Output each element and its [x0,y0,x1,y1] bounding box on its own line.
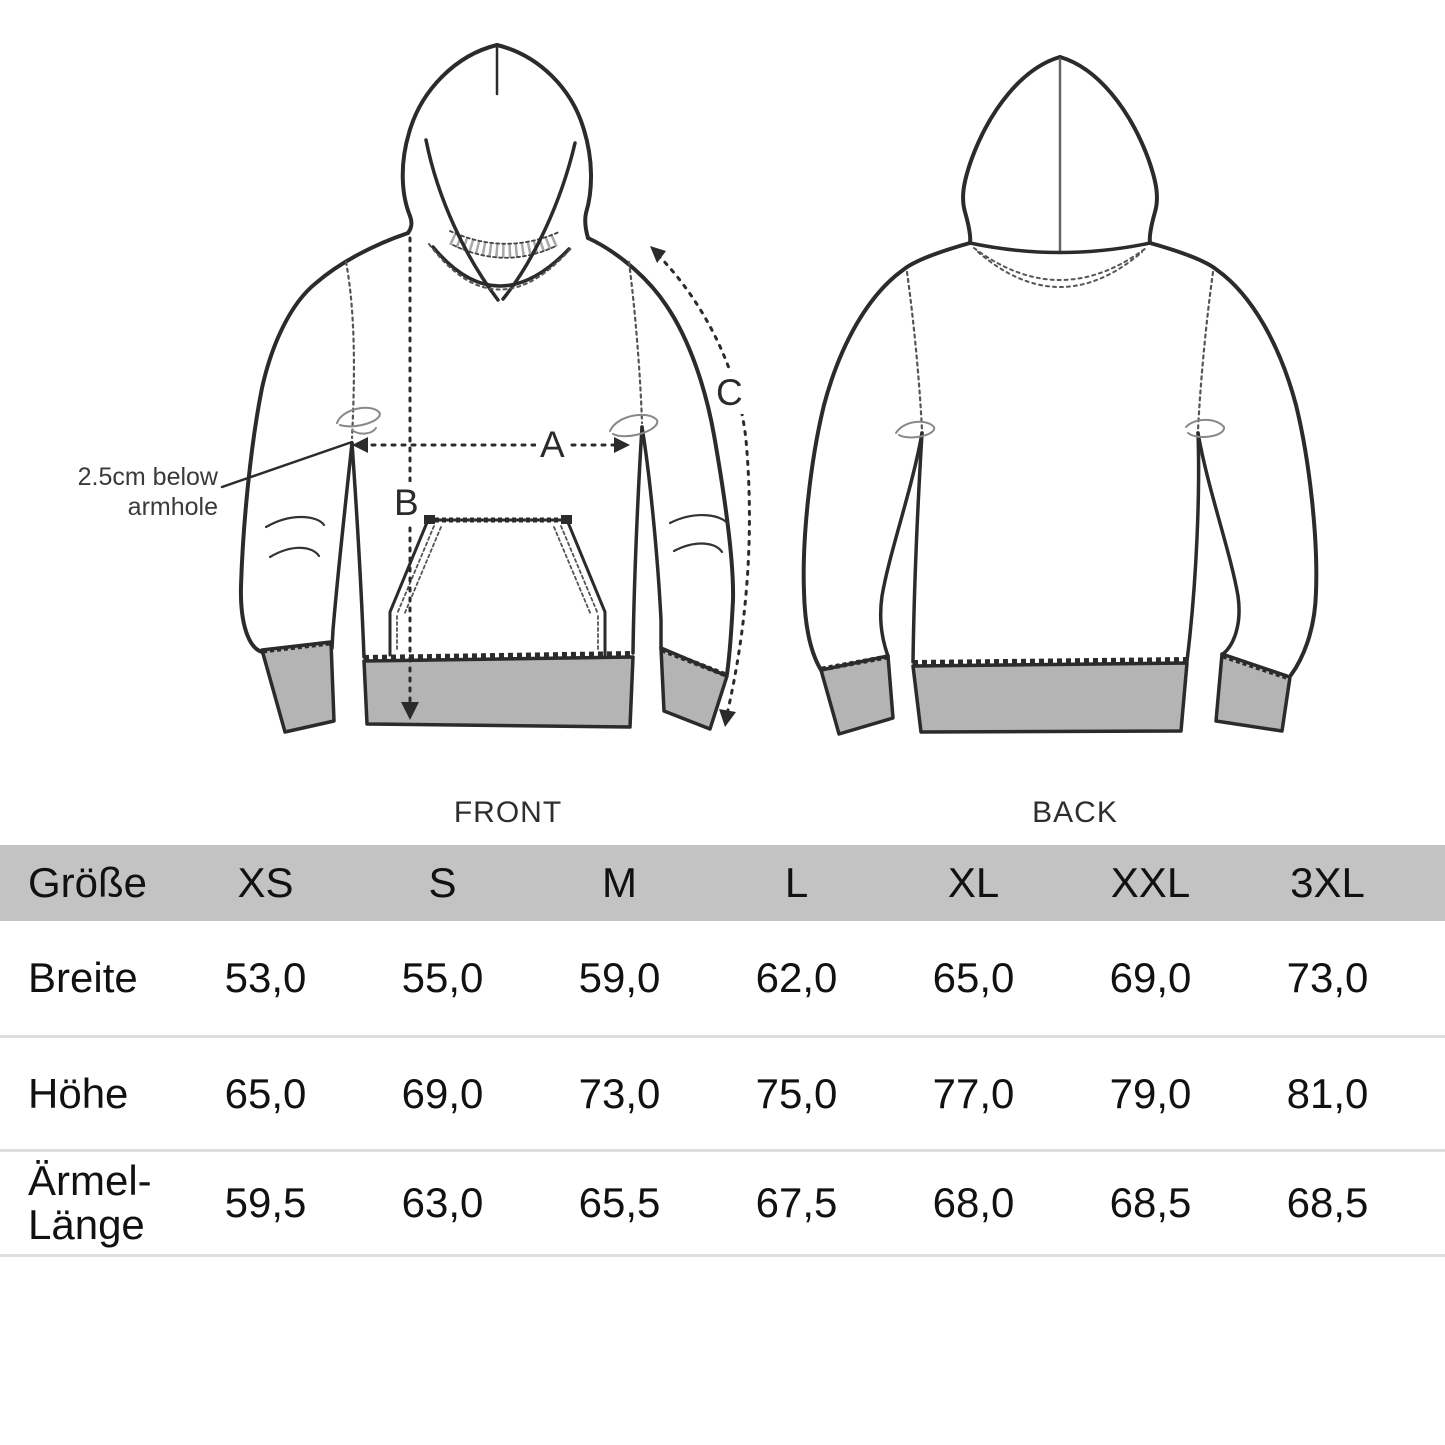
back-wrinkle-marks [895,418,1225,439]
back-hem-stitch [912,657,1188,666]
annotation-pointer-line [220,440,354,489]
back-hem-band [911,661,1189,734]
header-size-l: L [784,859,809,906]
header-size-xl: XL [947,859,1000,906]
aermel-xl: 68,0 [932,1179,1015,1226]
front-right-cuff [659,646,729,731]
aermel-m: 65,5 [578,1179,661,1226]
back-left-armhole-seam [905,270,924,432]
table-row-aermellaenge: Ärmel- Länge 59,5 63,0 65,5 67,5 68,0 68… [0,1152,1445,1257]
front-right-armhole-seam [627,260,644,425]
dimension-arrow-c [650,246,751,727]
hoehe-xl: 77,0 [932,1069,1015,1117]
back-hood-left [961,55,1062,245]
breite-3xl: 73,0 [1286,954,1369,1001]
aermel-xs: 59,5 [224,1179,307,1226]
hoehe-m: 73,0 [578,1069,661,1117]
back-neck-stitch-2 [977,251,1143,288]
front-body-right [631,425,644,655]
front-neckline [431,245,571,288]
front-left-cuff-stitch [262,640,331,654]
front-left-armhole-seam [344,260,356,440]
back-body-left [911,431,924,664]
front-left-sleeve-outer [238,231,410,654]
front-left-cuff [260,640,336,734]
hoehe-xs: 65,0 [224,1069,307,1117]
dimension-arrow-b [401,236,419,720]
breite-m: 59,0 [578,954,661,1001]
dimension-arrow-a [352,437,630,453]
aermel-s: 63,0 [401,1179,484,1226]
back-hood-bottom-edge [968,241,1152,255]
size-table-header-row: Größe XS S M L XL XXL 3XL [0,845,1445,921]
front-neckline-stitch [428,243,574,291]
back-right-cuff-stitch [1222,653,1290,681]
back-hood-right [1058,55,1159,245]
aermel-3xl: 68,5 [1286,1179,1369,1226]
aermel-xxl: 68,5 [1109,1179,1192,1226]
table-row-hoehe: Höhe 65,0 69,0 73,0 75,0 77,0 79,0 81,0 [0,1038,1445,1152]
front-body-left [350,441,366,659]
header-size-xxl: XXL [1110,859,1191,906]
collar-stitch-top [449,230,560,245]
annotation-line-1: 2.5cm below [77,463,218,491]
back-hoodie-drawing [801,55,1319,736]
front-left-sleeve-inner [330,441,354,650]
front-hoodie-drawing [220,43,751,734]
front-wrinkle-marks [336,406,659,438]
hoehe-l: 75,0 [755,1069,838,1117]
hoehe-s: 69,0 [401,1069,484,1117]
front-right-sleeve-inner [640,425,663,650]
front-hood-inner-left [424,138,500,302]
back-right-sleeve-outer [1148,241,1319,677]
header-size-m: M [602,859,637,906]
dimension-label-a: A [536,424,569,466]
breite-xs: 53,0 [224,954,307,1001]
row-label-hoehe: Höhe [28,1069,129,1117]
front-elbow-wrinkles [264,514,730,559]
header-size-s: S [428,859,457,906]
aermel-l: 67,5 [755,1179,838,1226]
armhole-annotation: 2.5cm below armhole [40,462,218,522]
back-body-right [1185,431,1201,663]
breite-l: 62,0 [755,954,838,1001]
header-size-xs: XS [237,859,294,906]
front-right-sleeve-outer [586,236,736,676]
dimension-label-b: B [390,482,423,524]
header-size-3xl: 3XL [1290,859,1365,906]
back-left-sleeve-inner [878,431,924,658]
annotation-line-2: armhole [127,493,218,521]
dimension-label-c: C [712,372,747,414]
back-neck-stitch-1 [973,247,1147,281]
row-label-aermellaenge: Ärmel- Länge [0,1159,177,1247]
back-view-label: BACK [1032,796,1118,829]
aermel-label-line-1: Ärmel- [28,1157,152,1204]
back-left-sleeve-outer [801,241,972,672]
back-right-armhole-seam [1196,270,1215,432]
aermel-label-line-2: Länge [28,1201,145,1248]
front-right-cuff-stitch [661,647,727,678]
breite-xl: 65,0 [932,954,1015,1001]
header-size-label: Größe [28,859,148,906]
size-table: Größe XS S M L XL XXL 3XL Breite 53,0 55… [0,845,1445,1257]
front-hem-band [362,655,635,729]
hoodie-technical-drawing [220,43,1319,736]
front-hood-right [495,43,593,240]
hoehe-3xl: 81,0 [1286,1069,1369,1117]
table-row-breite: Breite 53,0 55,0 59,0 62,0 65,0 69,0 73,… [0,921,1445,1038]
back-right-sleeve-inner [1196,431,1241,656]
breite-xxl: 69,0 [1109,954,1192,1001]
row-label-breite: Breite [28,954,138,1001]
kangaroo-pocket [388,515,607,657]
front-hood-left [400,43,499,235]
front-view-label: FRONT [453,796,563,829]
hoehe-xxl: 79,0 [1109,1069,1192,1117]
breite-s: 55,0 [401,954,484,1001]
